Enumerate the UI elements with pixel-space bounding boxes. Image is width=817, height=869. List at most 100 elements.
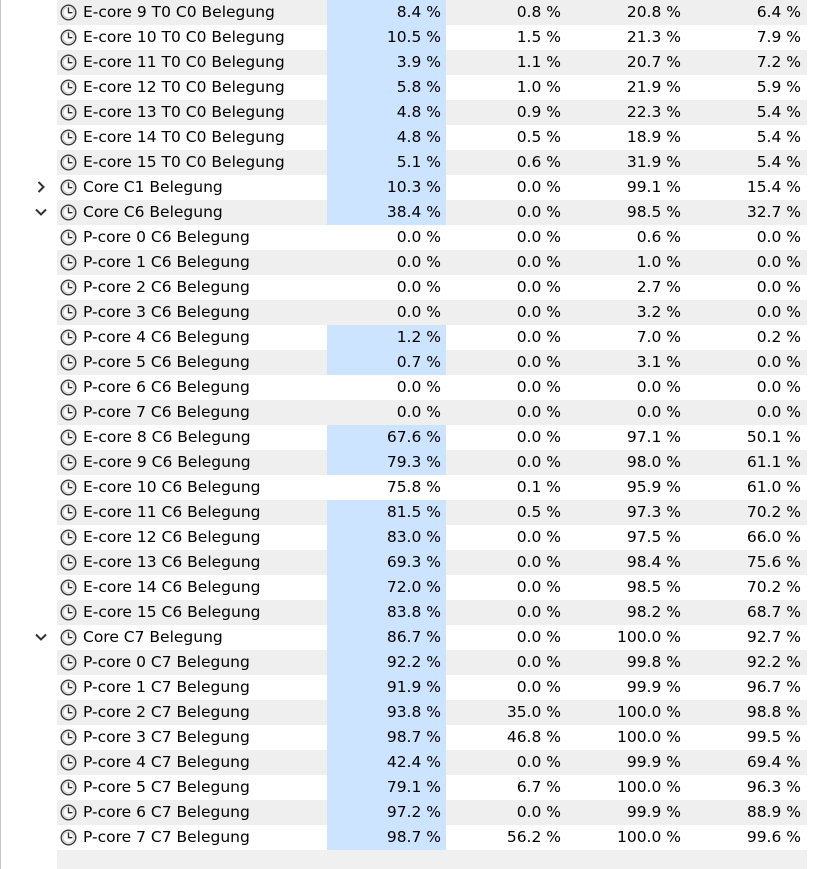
clock-icon [60,554,77,571]
table-row[interactable]: E-core 8 C6 Belegung 67.6 % 0.0 % 97.1 % 50.… [0,425,817,450]
table-row[interactable]: P-core 1 C6 Belegung 0.0 % 0.0 % 1.0 % 0.0 % [0,250,817,275]
sensor-label: E-core 11 C6 Belegung [83,503,261,521]
clock-icon [60,304,77,321]
min-value: 0.5 % [516,128,561,146]
table-row[interactable]: P-core 1 C7 Belegung 91.9 % 0.0 % 99.9 % 96.… [0,675,817,700]
sensor-label: Core C1 Belegung [83,178,223,196]
max-value: 20.8 % [626,3,681,21]
min-value: 0.0 % [516,603,561,621]
table-row[interactable]: E-core 15 T0 C0 Belegung 5.1 % 0.6 % 31.9 %… [0,150,817,175]
clock-icon [60,179,77,196]
max-value: 100.0 % [616,628,681,646]
avg-value: 50.1 % [746,428,801,446]
table-row[interactable]: P-core 5 C7 Belegung 79.1 % 6.7 % 100.0 % 96… [0,775,817,800]
clock-icon [60,4,77,21]
selected-cell-highlight [327,550,446,575]
sensor-label: P-core 5 C7 Belegung [83,778,250,796]
max-value: 100.0 % [616,778,681,796]
table-row[interactable]: Core C7 Belegung 86.7 % 0.0 % 100.0 % 92.7 % [0,625,817,650]
avg-value: 0.0 % [756,278,801,296]
clock-icon [60,454,77,471]
table-row[interactable]: P-core 0 C7 Belegung 92.2 % 0.0 % 99.8 % 92.… [0,650,817,675]
max-value: 0.0 % [636,378,681,396]
table-row[interactable]: E-core 13 C6 Belegung 69.3 % 0.0 % 98.4 % 75… [0,550,817,575]
min-value: 0.0 % [516,803,561,821]
clock-icon [60,604,77,621]
selected-cell-highlight [327,75,446,100]
current-value: 5.1 % [396,153,441,171]
min-value: 46.8 % [506,728,561,746]
table-row[interactable]: E-core 11 C6 Belegung 81.5 % 0.5 % 97.3 % 70… [0,500,817,525]
table-row[interactable]: P-core 6 C7 Belegung 97.2 % 0.0 % 99.9 % 88.… [0,800,817,825]
min-value: 0.0 % [516,253,561,271]
sensor-label: Core C7 Belegung [83,628,223,646]
current-value: 72.0 % [386,578,441,596]
table-row[interactable]: P-core 2 C7 Belegung 93.8 % 35.0 % 100.0 % 9… [0,700,817,725]
selected-cell-highlight [327,200,446,225]
chevron-down-icon[interactable] [33,629,49,645]
table-row[interactable]: E-core 10 C6 Belegung 75.8 % 0.1 % 95.9 % 61… [0,475,817,500]
table-row[interactable]: P-core 3 C6 Belegung 0.0 % 0.0 % 3.2 % 0.0 % [0,300,817,325]
current-value: 0.7 % [396,353,441,371]
table-row[interactable]: P-core 4 C7 Belegung 42.4 % 0.0 % 99.9 % 69.… [0,750,817,775]
avg-value: 92.7 % [746,628,801,646]
min-value: 0.0 % [516,378,561,396]
table-row[interactable]: P-core 6 C6 Belegung 0.0 % 0.0 % 0.0 % 0.0 % [0,375,817,400]
table-row[interactable]: E-core 13 T0 C0 Belegung 4.8 % 0.9 % 22.3 %… [0,100,817,125]
table-row[interactable]: P-core 2 C6 Belegung 0.0 % 0.0 % 2.7 % 0.0 % [0,275,817,300]
table-row[interactable]: Core C1 Belegung 10.3 % 0.0 % 99.1 % 15.4 % [0,175,817,200]
table-row[interactable]: P-core 5 C6 Belegung 0.7 % 0.0 % 3.1 % 0.0 % [0,350,817,375]
selected-cell-highlight [327,125,446,150]
clock-icon [60,29,77,46]
clock-icon [60,379,77,396]
table-row[interactable]: E-core 14 T0 C0 Belegung 4.8 % 0.5 % 18.9 %… [0,125,817,150]
table-row[interactable]: E-core 9 T0 C0 Belegung 8.4 % 0.8 % 20.8 % 6… [0,0,817,25]
avg-value: 99.6 % [746,828,801,846]
clock-icon [60,804,77,821]
current-value: 93.8 % [386,703,441,721]
clock-icon [60,579,77,596]
table-row[interactable]: P-core 3 C7 Belegung 98.7 % 46.8 % 100.0 % 9… [0,725,817,750]
current-value: 38.4 % [386,203,441,221]
current-value: 67.6 % [386,428,441,446]
table-row[interactable]: P-core 0 C6 Belegung 0.0 % 0.0 % 0.6 % 0.0 % [0,225,817,250]
row-stripe [57,400,807,425]
max-value: 31.9 % [626,153,681,171]
row-stripe [57,300,807,325]
table-row[interactable]: P-core 7 C7 Belegung 98.7 % 56.2 % 100.0 % 9… [0,825,817,850]
selected-cell-highlight [327,175,446,200]
table-row[interactable]: E-core 11 T0 C0 Belegung 3.9 % 1.1 % 20.7 %… [0,50,817,75]
clock-icon [60,504,77,521]
avg-value: 0.2 % [756,328,801,346]
chevron-down-icon[interactable] [33,204,49,220]
table-row[interactable]: E-core 12 T0 C0 Belegung 5.8 % 1.0 % 21.9 %… [0,75,817,100]
table-row[interactable]: E-core 15 C6 Belegung 83.8 % 0.0 % 98.2 % 68… [0,600,817,625]
table-row[interactable]: E-core 10 T0 C0 Belegung 10.5 % 1.5 % 21.3 … [0,25,817,50]
table-row[interactable]: P-core 4 C6 Belegung 1.2 % 0.0 % 7.0 % 0.2 % [0,325,817,350]
selected-cell-highlight [327,25,446,50]
sensor-label: E-core 8 C6 Belegung [83,428,251,446]
sensor-label: E-core 9 T0 C0 Belegung [83,3,275,21]
table-row[interactable]: Core C6 Belegung 38.4 % 0.0 % 98.5 % 32.7 % [0,200,817,225]
table-row[interactable]: E-core 12 C6 Belegung 83.0 % 0.0 % 97.5 % 66… [0,525,817,550]
table-row[interactable]: E-core 9 C6 Belegung 79.3 % 0.0 % 98.0 % 61.… [0,450,817,475]
min-value: 0.9 % [516,103,561,121]
table-row[interactable]: P-core 7 C6 Belegung 0.0 % 0.0 % 0.0 % 0.0 % [0,400,817,425]
min-value: 0.0 % [516,178,561,196]
max-value: 98.4 % [626,553,681,571]
max-value: 3.2 % [636,303,681,321]
current-value: 0.0 % [396,228,441,246]
chevron-right-icon[interactable] [33,179,49,195]
avg-value: 88.9 % [746,803,801,821]
avg-value: 5.4 % [756,153,801,171]
table-row[interactable]: E-core 14 C6 Belegung 72.0 % 0.0 % 98.5 % 70… [0,575,817,600]
min-value: 0.0 % [516,428,561,446]
max-value: 99.9 % [626,753,681,771]
max-value: 98.5 % [626,578,681,596]
current-value: 5.8 % [396,78,441,96]
max-value: 97.1 % [626,428,681,446]
current-value: 79.3 % [386,453,441,471]
current-value: 4.8 % [396,103,441,121]
selected-cell-highlight [327,750,446,775]
avg-value: 0.0 % [756,253,801,271]
